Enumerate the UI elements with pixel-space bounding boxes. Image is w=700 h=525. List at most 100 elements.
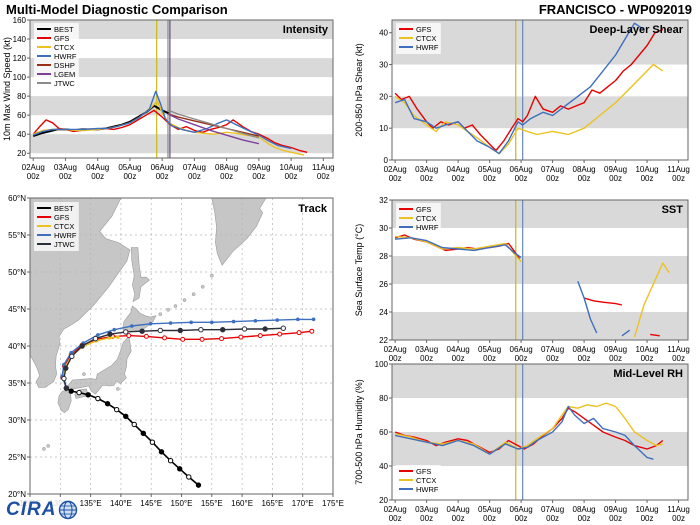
svg-text:Intensity: Intensity bbox=[283, 24, 329, 36]
svg-text:02Aug: 02Aug bbox=[384, 165, 407, 174]
svg-text:140°E: 140°E bbox=[110, 499, 132, 508]
svg-text:140: 140 bbox=[13, 35, 27, 44]
svg-text:00z: 00z bbox=[515, 514, 528, 523]
svg-text:06Aug: 06Aug bbox=[510, 345, 533, 354]
svg-text:05Aug: 05Aug bbox=[478, 165, 501, 174]
mid-level-rh-panel: 20 40 60 80 100 02Aug 00z 03Aug 00z 04Aug 00z 05Aug… bbox=[352, 358, 700, 525]
svg-text:22: 22 bbox=[379, 336, 388, 345]
svg-text:40: 40 bbox=[17, 130, 26, 139]
svg-text:80: 80 bbox=[17, 92, 26, 101]
svg-text:HWRF: HWRF bbox=[416, 223, 439, 232]
svg-text:08Aug: 08Aug bbox=[573, 505, 596, 514]
svg-text:Deep-Layer Shear: Deep-Layer Shear bbox=[589, 24, 683, 36]
svg-text:24: 24 bbox=[379, 308, 388, 317]
svg-text:06Aug: 06Aug bbox=[510, 165, 533, 174]
svg-text:HWRF: HWRF bbox=[416, 485, 439, 494]
svg-text:40: 40 bbox=[379, 462, 388, 471]
svg-text:03Aug: 03Aug bbox=[415, 165, 438, 174]
svg-text:00z: 00z bbox=[515, 354, 528, 363]
svg-text:SST: SST bbox=[662, 204, 684, 216]
storm-title: FRANCISCO - WP092019 bbox=[538, 2, 692, 17]
svg-text:20: 20 bbox=[17, 149, 26, 158]
sst-panel: 22 24 26 28 30 32 02Aug 00z 03Aug 00z 04Aug 00z 05Au… bbox=[352, 196, 700, 374]
svg-text:00z: 00z bbox=[672, 514, 685, 523]
svg-text:00z: 00z bbox=[420, 354, 433, 363]
svg-text:08Aug: 08Aug bbox=[215, 163, 238, 172]
svg-text:CTCX: CTCX bbox=[416, 214, 436, 223]
svg-text:02Aug: 02Aug bbox=[22, 163, 45, 172]
svg-text:CTCX: CTCX bbox=[54, 222, 74, 231]
svg-text:00z: 00z bbox=[420, 514, 433, 523]
cira-logo: CIRA bbox=[4, 499, 81, 521]
svg-text:00z: 00z bbox=[452, 174, 465, 183]
svg-text:165°E: 165°E bbox=[261, 499, 283, 508]
svg-text:Mid-Level RH: Mid-Level RH bbox=[613, 368, 683, 380]
svg-text:35°N: 35°N bbox=[8, 379, 26, 388]
svg-text:00z: 00z bbox=[452, 514, 465, 523]
svg-text:28: 28 bbox=[379, 252, 388, 261]
svg-text:135°E: 135°E bbox=[80, 499, 102, 508]
svg-text:10Aug: 10Aug bbox=[635, 345, 658, 354]
svg-text:JTWC: JTWC bbox=[54, 240, 75, 249]
svg-text:00z: 00z bbox=[578, 514, 591, 523]
svg-text:00z: 00z bbox=[609, 514, 622, 523]
svg-text:00z: 00z bbox=[27, 172, 40, 181]
svg-text:00z: 00z bbox=[609, 354, 622, 363]
svg-text:CTCX: CTCX bbox=[54, 43, 74, 52]
svg-text:160: 160 bbox=[13, 16, 27, 25]
svg-text:00z: 00z bbox=[389, 174, 402, 183]
svg-text:55°N: 55°N bbox=[8, 231, 26, 240]
svg-text:00z: 00z bbox=[389, 514, 402, 523]
svg-text:00z: 00z bbox=[483, 354, 496, 363]
svg-text:100: 100 bbox=[375, 360, 389, 369]
svg-text:80: 80 bbox=[379, 394, 388, 403]
svg-text:175°E: 175°E bbox=[322, 499, 344, 508]
svg-text:10Aug: 10Aug bbox=[635, 165, 658, 174]
svg-text:00z: 00z bbox=[220, 172, 233, 181]
svg-text:11Aug: 11Aug bbox=[667, 165, 690, 174]
intensity-panel: 20 40 60 80 100 120 140 160 02Aug 00z 03Aug 00z 04Au… bbox=[0, 16, 348, 192]
svg-text:60: 60 bbox=[379, 428, 388, 437]
svg-text:00z: 00z bbox=[285, 172, 298, 181]
svg-text:00z: 00z bbox=[389, 354, 402, 363]
svg-text:00z: 00z bbox=[515, 174, 528, 183]
svg-text:26: 26 bbox=[379, 280, 388, 289]
svg-text:03Aug: 03Aug bbox=[415, 345, 438, 354]
rh-chart: 2040608010002Aug00z03Aug00z04Aug00z05Aug… bbox=[354, 360, 690, 523]
svg-text:11Aug: 11Aug bbox=[667, 505, 690, 514]
svg-text:00z: 00z bbox=[641, 514, 654, 523]
svg-text:03Aug: 03Aug bbox=[54, 163, 77, 172]
svg-text:GFS: GFS bbox=[416, 25, 431, 34]
svg-text:CTCX: CTCX bbox=[416, 34, 436, 43]
svg-text:0: 0 bbox=[384, 156, 389, 165]
svg-text:07Aug: 07Aug bbox=[541, 165, 564, 174]
svg-text:00z: 00z bbox=[641, 354, 654, 363]
track-map: 125°E130°E135°E140°E145°E150°E155°E160°E… bbox=[8, 194, 344, 508]
svg-text:120: 120 bbox=[13, 54, 27, 63]
svg-text:00z: 00z bbox=[91, 172, 104, 181]
svg-text:09Aug: 09Aug bbox=[247, 163, 270, 172]
svg-text:BEST: BEST bbox=[54, 25, 74, 34]
svg-text:155°E: 155°E bbox=[201, 499, 223, 508]
svg-text:00z: 00z bbox=[188, 172, 201, 181]
svg-text:00z: 00z bbox=[483, 174, 496, 183]
svg-text:06Aug: 06Aug bbox=[151, 163, 174, 172]
svg-text:145°E: 145°E bbox=[140, 499, 162, 508]
svg-text:LGEM: LGEM bbox=[54, 70, 75, 79]
svg-text:150°E: 150°E bbox=[171, 499, 193, 508]
svg-text:00z: 00z bbox=[123, 172, 136, 181]
intensity-chart: 2040608010012014016002Aug00z03Aug00z04Au… bbox=[2, 16, 335, 181]
svg-text:00z: 00z bbox=[483, 514, 496, 523]
track-panel: 125°E130°E135°E140°E145°E150°E155°E160°E… bbox=[0, 192, 348, 525]
svg-text:Sea Surface Temp (°C): Sea Surface Temp (°C) bbox=[354, 224, 364, 316]
svg-text:DSHP: DSHP bbox=[54, 61, 75, 70]
svg-text:200-850 hPa Shear (kt): 200-850 hPa Shear (kt) bbox=[354, 43, 364, 137]
svg-text:170°E: 170°E bbox=[292, 499, 314, 508]
svg-text:00z: 00z bbox=[546, 514, 559, 523]
svg-text:Track: Track bbox=[298, 203, 328, 215]
deep-layer-shear-panel: 0 10 20 30 40 02Aug 00z 03Aug 00z 04Aug 00z 05Aug 00… bbox=[352, 16, 700, 196]
svg-text:04Aug: 04Aug bbox=[86, 163, 109, 172]
svg-text:00z: 00z bbox=[672, 354, 685, 363]
svg-text:07Aug: 07Aug bbox=[541, 505, 564, 514]
svg-text:00z: 00z bbox=[156, 172, 169, 181]
